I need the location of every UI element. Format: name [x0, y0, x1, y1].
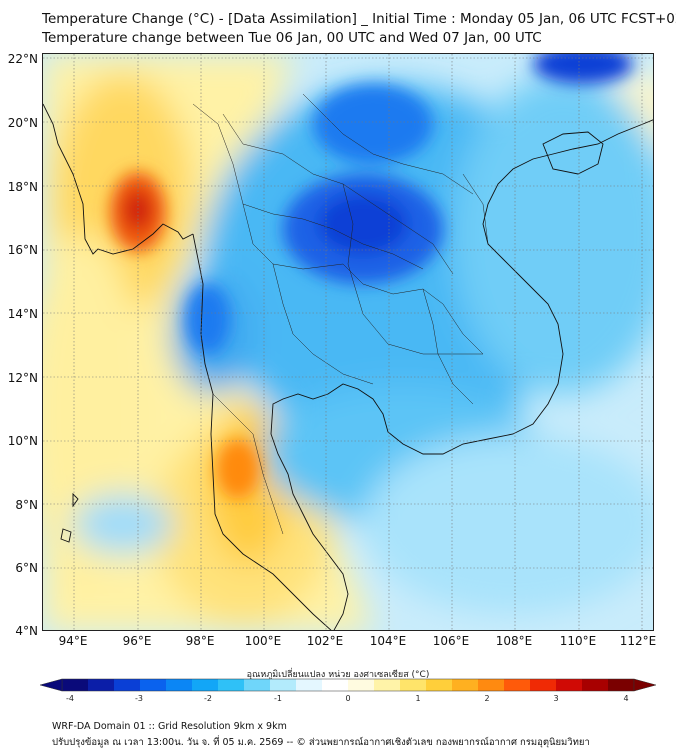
colorbar-cell	[504, 679, 531, 691]
colorbar-tick-m4: -4	[66, 694, 74, 703]
lon-label-98e: 98°E	[185, 634, 215, 648]
hot-core-peninsula	[216, 439, 260, 499]
cold-core-myanmar-south	[186, 284, 230, 354]
cold-core-ne	[533, 54, 633, 84]
map-panel	[42, 53, 654, 631]
colorbar-cell	[374, 679, 401, 691]
border-6	[242, 203, 424, 270]
colorbar-cell	[270, 679, 297, 691]
colorbar-tick-m2: -2	[204, 694, 212, 703]
lat-label-8n: 8°N	[15, 498, 38, 512]
colorbar-cell	[608, 679, 635, 691]
colorbar-cell	[140, 679, 167, 691]
coast-hainan	[542, 131, 604, 175]
border-1	[192, 103, 484, 355]
colorbar-tick-0: 0	[345, 694, 351, 703]
coastlines	[43, 103, 653, 630]
colorbar-cell	[244, 679, 271, 691]
lat-label-10n: 10°N	[7, 434, 38, 448]
coast-island-2	[72, 492, 79, 508]
cold-region-andaman	[73, 494, 173, 554]
colorbar-cell	[296, 679, 323, 691]
border-3	[272, 263, 374, 385]
lon-label-106e: 106°E	[432, 634, 470, 648]
cold-region-east	[453, 74, 653, 394]
lon-label-100e: 100°E	[244, 634, 282, 648]
footer-model-info: WRF-DA Domain 01 :: Grid Resolution 9km …	[52, 721, 287, 732]
border-7	[212, 393, 284, 535]
colorbar-tick-1: 1	[415, 694, 421, 703]
colorbar-cell	[556, 679, 583, 691]
map-title-line1: Temperature Change (°C) - [Data Assimila…	[42, 11, 676, 27]
colorbar-tick-2: 2	[484, 694, 490, 703]
lon-label-108e: 108°E	[495, 634, 533, 648]
lon-label-104e: 104°E	[369, 634, 407, 648]
lat-label-16n: 16°N	[7, 243, 38, 257]
hot-core-myanmar-inner	[124, 190, 152, 230]
colorbar-tick-m1: -1	[274, 694, 282, 703]
lat-label-18n: 18°N	[7, 180, 38, 194]
colorbar-cell	[400, 679, 427, 691]
lat-label-4n: 4°N	[15, 624, 38, 638]
coast-peninsula-west	[192, 233, 332, 630]
colorbar-cell	[322, 679, 349, 691]
border-9	[462, 173, 489, 245]
lat-label-20n: 20°N	[7, 116, 38, 130]
colorbar-cell	[452, 679, 479, 691]
colorbar-cell	[192, 679, 219, 691]
border-8	[422, 288, 474, 405]
border-5	[302, 93, 474, 195]
colorbar-cell	[348, 679, 375, 691]
colorbar-cell	[582, 679, 609, 691]
lon-label-102e: 102°E	[306, 634, 344, 648]
temperature-field	[43, 54, 653, 630]
colorbar-cell	[88, 679, 115, 691]
footer-credit: ปรับปรุงข้อมูล ณ เวลา 13:00น. วัน จ. ที่…	[52, 737, 590, 748]
border-4	[342, 183, 483, 355]
graticule	[43, 54, 653, 630]
colorbar-cell	[166, 679, 193, 691]
colorbar-tick-m3: -3	[135, 694, 143, 703]
colorbar-cell	[218, 679, 245, 691]
map-title-line2: Temperature change between Tue 06 Jan, 0…	[42, 30, 542, 46]
colorbar-min-arrow	[40, 678, 63, 692]
coast-myanmar-west	[43, 103, 194, 255]
cold-core-north	[313, 84, 433, 164]
colorbar-tick-3: 3	[553, 694, 559, 703]
colorbar	[40, 678, 656, 692]
cold-region-south-sea	[363, 434, 653, 614]
lat-label-12n: 12°N	[7, 371, 38, 385]
colorbar-cell	[114, 679, 141, 691]
colorbar-cell	[426, 679, 453, 691]
colorbar-max-arrow	[633, 678, 656, 692]
colorbar-tick-4: 4	[623, 694, 629, 703]
colorbar-cell	[62, 679, 89, 691]
coast-island-1	[60, 528, 72, 543]
colorbar-cell	[478, 679, 505, 691]
lon-label-110e: 110°E	[559, 634, 597, 648]
coast-gulf-east	[270, 119, 653, 630]
lon-label-112e: 112°E	[619, 634, 657, 648]
lat-label-22n: 22°N	[7, 52, 38, 66]
lon-label-94e: 94°E	[58, 634, 88, 648]
lon-label-96e: 96°E	[122, 634, 152, 648]
lat-label-6n: 6°N	[15, 561, 38, 575]
colorbar-cell	[530, 679, 557, 691]
admin-borders	[192, 93, 489, 535]
colorbar-title: อุณหภูมิเปลี่ยนแปลง หน่วย องศาเซลเซียส (…	[246, 670, 430, 680]
lat-label-14n: 14°N	[7, 307, 38, 321]
cold-core-laos-inner	[318, 194, 408, 254]
